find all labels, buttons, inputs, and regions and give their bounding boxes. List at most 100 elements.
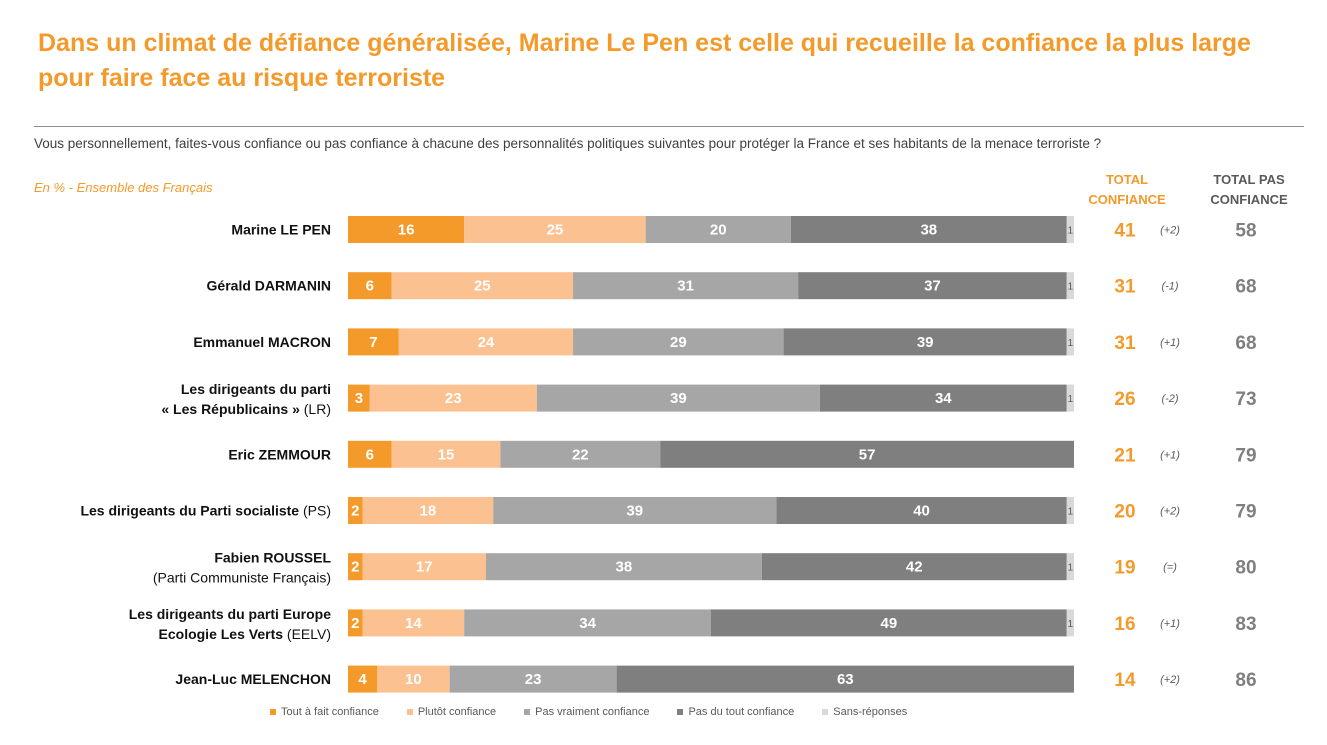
data-label: 37 [924, 278, 941, 295]
evolution-value: (+2) [1160, 225, 1180, 237]
bar-segment [711, 609, 1067, 637]
total-pas-confiance-value: 79 [1235, 502, 1256, 523]
bar-segment [398, 328, 574, 356]
total-pas-confiance-value: 68 [1235, 277, 1256, 298]
total-confiance-value: 26 [1114, 389, 1135, 410]
data-label: 7 [369, 334, 377, 351]
legend-swatch [270, 709, 276, 715]
data-label: 3 [355, 390, 363, 407]
total-pas-confiance-value: 83 [1235, 614, 1256, 635]
total-pas-confiance-value: 58 [1235, 221, 1256, 242]
bar-segment [391, 440, 501, 468]
data-label: 42 [906, 559, 923, 576]
data-label: 15 [438, 446, 455, 463]
chart-legend: Tout à fait confiance Plutôt confiance Pas… [270, 706, 1070, 718]
data-label: 20 [710, 222, 727, 239]
evolution-value: (+1) [1160, 337, 1180, 349]
total-confiance-value: 31 [1114, 333, 1136, 354]
chart-title: Dans un climat de défiance généralisée, … [38, 29, 1251, 92]
legend-label: Sans-réponses [833, 706, 908, 718]
evolution-value: (+2) [1160, 674, 1180, 686]
total-pas-confiance-value: 68 [1235, 333, 1256, 354]
bar-segment [1066, 328, 1074, 356]
data-label: 1 [1068, 282, 1074, 293]
bar-segment [536, 384, 820, 412]
legend-label: Pas du tout confiance [688, 706, 795, 718]
bar-segment [1066, 216, 1074, 243]
data-label: 24 [478, 334, 495, 351]
evolution-value: (+2) [1160, 506, 1180, 518]
bar-segment [348, 497, 363, 524]
category-label: Les dirigeants du parti Europe Ecologie L… [129, 606, 331, 642]
bar-segment [464, 609, 711, 637]
total-pas-confiance-value: 73 [1235, 389, 1256, 410]
total-confiance-value: 21 [1114, 445, 1136, 466]
bar-segment [485, 553, 762, 581]
data-label: 2 [351, 559, 359, 576]
data-label: 22 [572, 446, 589, 463]
category-label: Marine LE PEN [231, 222, 331, 238]
bar-segment [798, 272, 1067, 300]
data-label: 23 [525, 671, 542, 688]
bar-segment [1066, 272, 1074, 300]
data-label: 38 [920, 222, 937, 239]
bar-segment [573, 328, 784, 356]
evolution-value: (-1) [1161, 281, 1178, 293]
bar-segment [348, 609, 363, 637]
legend-item: Plutôt confiance [406, 706, 496, 718]
data-label: 25 [474, 278, 491, 295]
total-confiance-value: 20 [1114, 502, 1135, 523]
bar-segment [369, 384, 537, 412]
data-label: 1 [1068, 619, 1074, 630]
total-confiance-value: 19 [1114, 558, 1135, 579]
total-confiance-value: 16 [1114, 614, 1135, 635]
data-label: 16 [398, 222, 415, 239]
bar-segment [645, 216, 791, 243]
legend-item: Pas vraiment confiance [524, 706, 649, 718]
legend-label: Pas vraiment confiance [535, 706, 650, 718]
data-label: 34 [579, 615, 596, 632]
bar-segment [362, 609, 465, 637]
data-label: 17 [416, 559, 433, 576]
data-label: 39 [670, 390, 687, 407]
legend-swatch [677, 709, 684, 715]
category-label: Les dirigeants du Parti socialiste (PS) [80, 503, 331, 519]
total-confiance-header: TOTAL CONFIANCE [1088, 172, 1166, 207]
bar-segment [500, 440, 661, 468]
total-confiance-value: 31 [1114, 277, 1136, 298]
bar-segment [348, 272, 392, 300]
data-label: 6 [366, 278, 374, 295]
category-label: Jean-Luc MELENCHON [175, 671, 331, 687]
bar-segment [362, 553, 486, 581]
data-label: 2 [351, 615, 359, 632]
total-pas-confiance-header: TOTAL PAS CONFIANCE [1210, 172, 1288, 207]
data-label: 63 [837, 671, 854, 688]
data-label: 39 [917, 334, 934, 351]
data-label: 38 [616, 559, 633, 576]
bar-segment [348, 384, 370, 412]
bar-segment [362, 497, 494, 524]
data-label: 1 [1068, 338, 1074, 349]
data-label: 14 [405, 615, 422, 632]
legend-swatch [822, 709, 829, 715]
legend-label: Tout à fait confiance [281, 706, 379, 718]
data-label: 1 [1068, 226, 1074, 237]
data-label: 34 [935, 390, 952, 407]
legend-swatch [406, 709, 413, 715]
bar-segment [449, 665, 617, 693]
data-label: 2 [351, 503, 359, 520]
bar-segment [377, 665, 450, 693]
legend-item: Tout à fait confiance [270, 706, 379, 718]
evolution-value: (+1) [1160, 618, 1180, 630]
data-label: 1 [1068, 563, 1074, 574]
bar-segment [660, 440, 1074, 468]
data-label: 31 [677, 278, 694, 295]
data-label: 40 [913, 503, 930, 520]
bar-segment [391, 272, 574, 300]
bar-segment [348, 665, 378, 693]
bar-segment [790, 216, 1067, 243]
legend-item: Pas du tout confiance [677, 706, 794, 718]
data-label: 49 [881, 615, 898, 632]
bar-segment [573, 272, 799, 300]
